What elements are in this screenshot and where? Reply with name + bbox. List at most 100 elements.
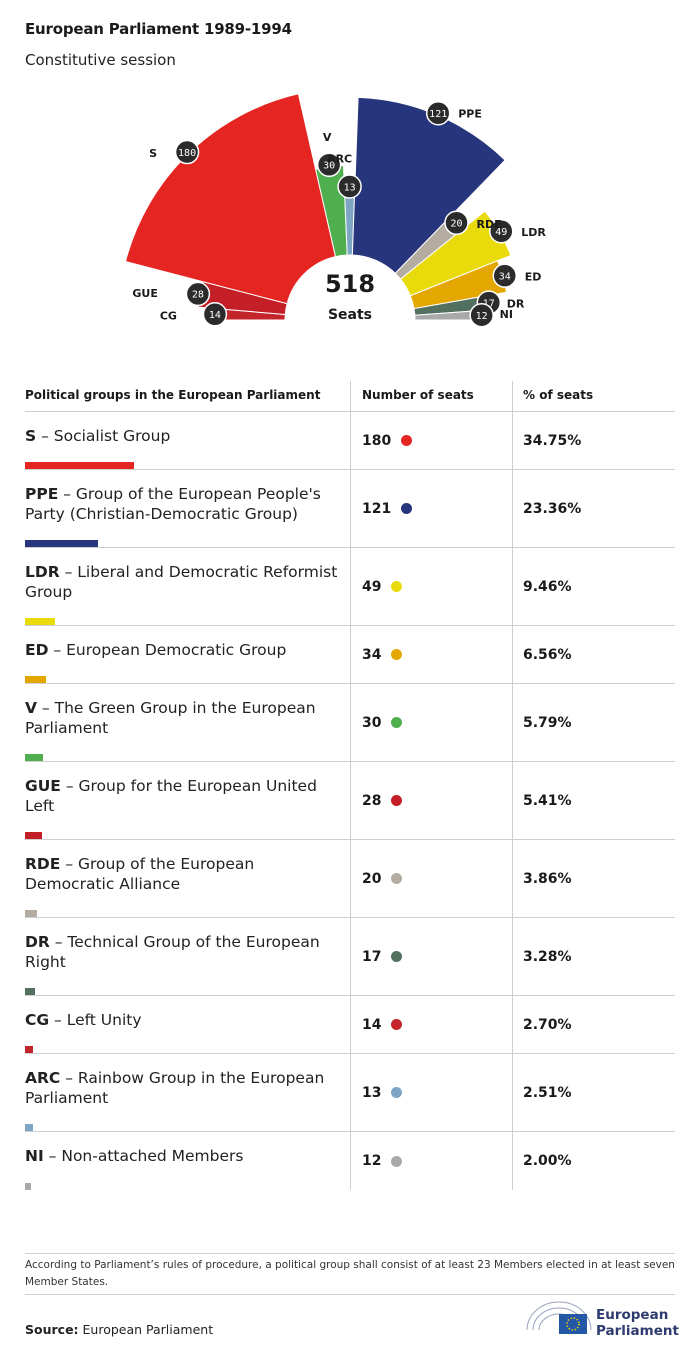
badge-circle: [337, 174, 362, 199]
share-bar: [25, 1046, 34, 1053]
percent-cell: 34.75%: [512, 412, 675, 469]
group-name: – Rainbow Group in the European Parliame…: [25, 1069, 325, 1107]
seat-badge-cg: 14: [202, 302, 228, 327]
header-groups: Political groups in the European Parliam…: [25, 388, 321, 402]
share-bar: [25, 618, 55, 625]
seats-value: 17: [362, 948, 382, 965]
group-label-s: S: [149, 147, 157, 160]
logo-text: European Parliament: [596, 1307, 679, 1339]
badge-value: 180: [178, 148, 196, 159]
total-seats-label: Seats: [328, 307, 372, 323]
group-name: – Non-attached Members: [43, 1147, 244, 1165]
seats-cell: 20: [350, 840, 512, 917]
percent-cell: 5.41%: [512, 762, 675, 839]
seat-badge-arc: 13: [337, 174, 362, 199]
group-name-cell: DR – Technical Group of the European Rig…: [25, 918, 350, 995]
badge-value: 13: [344, 182, 356, 193]
percent-cell: 3.28%: [512, 918, 675, 995]
group-label-dr: DR: [507, 298, 525, 311]
badge-value: 17: [483, 298, 495, 309]
group-name-cell: LDR – Liberal and Democratic Reformist G…: [25, 548, 350, 625]
seats-value: 13: [362, 1084, 382, 1101]
badge-value: 49: [495, 227, 507, 238]
share-bar: [25, 1183, 32, 1190]
header-seats: Number of seats: [350, 381, 512, 411]
source-label: Source:: [25, 1322, 79, 1337]
page-subtitle: Constitutive session: [25, 51, 176, 69]
seat-badge-ldr: 49: [489, 218, 514, 244]
source-value: European Parliament: [78, 1322, 214, 1337]
group-abbr: V: [25, 699, 37, 717]
group-name-cell: CG – Left Unity: [25, 996, 350, 1053]
badge-circle: [489, 218, 514, 244]
seats-value: 14: [362, 1016, 382, 1033]
seats-cell: 13: [350, 1054, 512, 1131]
group-label-ppe: PPE: [458, 107, 482, 120]
percent-cell: 2.70%: [512, 996, 675, 1053]
badge-value: 28: [192, 290, 204, 301]
table-row: CG – Left Unity 14 2.70%: [25, 996, 675, 1054]
group-abbr: GUE: [25, 777, 61, 795]
group-name-cell: GUE – Group for the European United Left: [25, 762, 350, 839]
group-name: – Socialist Group: [36, 427, 171, 445]
groups-table: Political groups in the European Parliam…: [25, 381, 675, 1190]
seat-badge-ni: 12: [469, 302, 494, 328]
seat-badge-ppe: 121: [425, 101, 451, 126]
table-row: LDR – Liberal and Democratic Reformist G…: [25, 548, 675, 626]
group-name: – Group of the European Democratic Allia…: [25, 855, 255, 893]
footnote: According to Parliament’s rules of proce…: [25, 1253, 675, 1295]
badge-value: 12: [476, 311, 488, 322]
seat-badge-v: 30: [316, 152, 342, 178]
group-abbr: ED: [25, 641, 49, 659]
badge-circle: [492, 263, 517, 288]
logo-line-1: European: [596, 1307, 669, 1323]
badge-value: 121: [429, 109, 447, 120]
badge-circle: [469, 302, 494, 328]
hemicycle-center: [285, 255, 415, 320]
group-name: – Group for the European United Left: [25, 777, 317, 815]
header-percent: % of seats: [512, 381, 675, 411]
percent-cell: 6.56%: [512, 626, 675, 683]
total-seats-value: 518: [325, 270, 375, 298]
share-bar: [25, 754, 44, 761]
group-label-ed: ED: [525, 271, 542, 284]
group-abbr: DR: [25, 933, 50, 951]
share-bar: [25, 988, 36, 995]
color-dot: [401, 435, 413, 446]
share-bar: [25, 910, 38, 917]
seats-value: 20: [362, 870, 382, 887]
parliament-emblem-icon: [526, 1301, 592, 1334]
seats-value: 12: [362, 1153, 382, 1169]
group-label-cg: CG: [160, 309, 177, 322]
seats-cell: 49: [350, 548, 512, 625]
group-abbr: PPE: [25, 485, 59, 503]
seat-badge-s: 180: [174, 139, 200, 165]
percent-cell: 2.00%: [512, 1132, 675, 1190]
color-dot: [391, 795, 403, 806]
group-name-cell: S – Socialist Group: [25, 412, 350, 469]
seats-value: 49: [362, 578, 382, 595]
seat-badge-ed: 34: [492, 263, 517, 288]
seats-cell: 34: [350, 626, 512, 683]
seats-cell: 121: [350, 470, 512, 547]
percent-cell: 5.79%: [512, 684, 675, 761]
percent-cell: 2.51%: [512, 1054, 675, 1131]
group-name-cell: RDE – Group of the European Democratic A…: [25, 840, 350, 917]
page-title: European Parliament 1989-1994: [25, 20, 292, 38]
share-bar: [25, 1124, 33, 1131]
group-abbr: LDR: [25, 563, 60, 581]
group-abbr: RDE: [25, 855, 61, 873]
color-dot: [391, 951, 403, 962]
color-dot: [401, 503, 413, 514]
group-name: – The Green Group in the European Parlia…: [25, 699, 316, 737]
badge-value: 20: [450, 219, 462, 230]
seats-cell: 17: [350, 918, 512, 995]
group-abbr: ARC: [25, 1069, 61, 1087]
group-label-ldr: LDR: [521, 226, 546, 239]
group-name-cell: PPE – Group of the European People's Par…: [25, 470, 350, 547]
share-bar: [25, 462, 134, 469]
seats-cell: 12: [350, 1132, 512, 1190]
group-name-cell: ED – European Democratic Group: [25, 626, 350, 683]
table-row: S – Socialist Group 180 34.75%: [25, 412, 675, 470]
